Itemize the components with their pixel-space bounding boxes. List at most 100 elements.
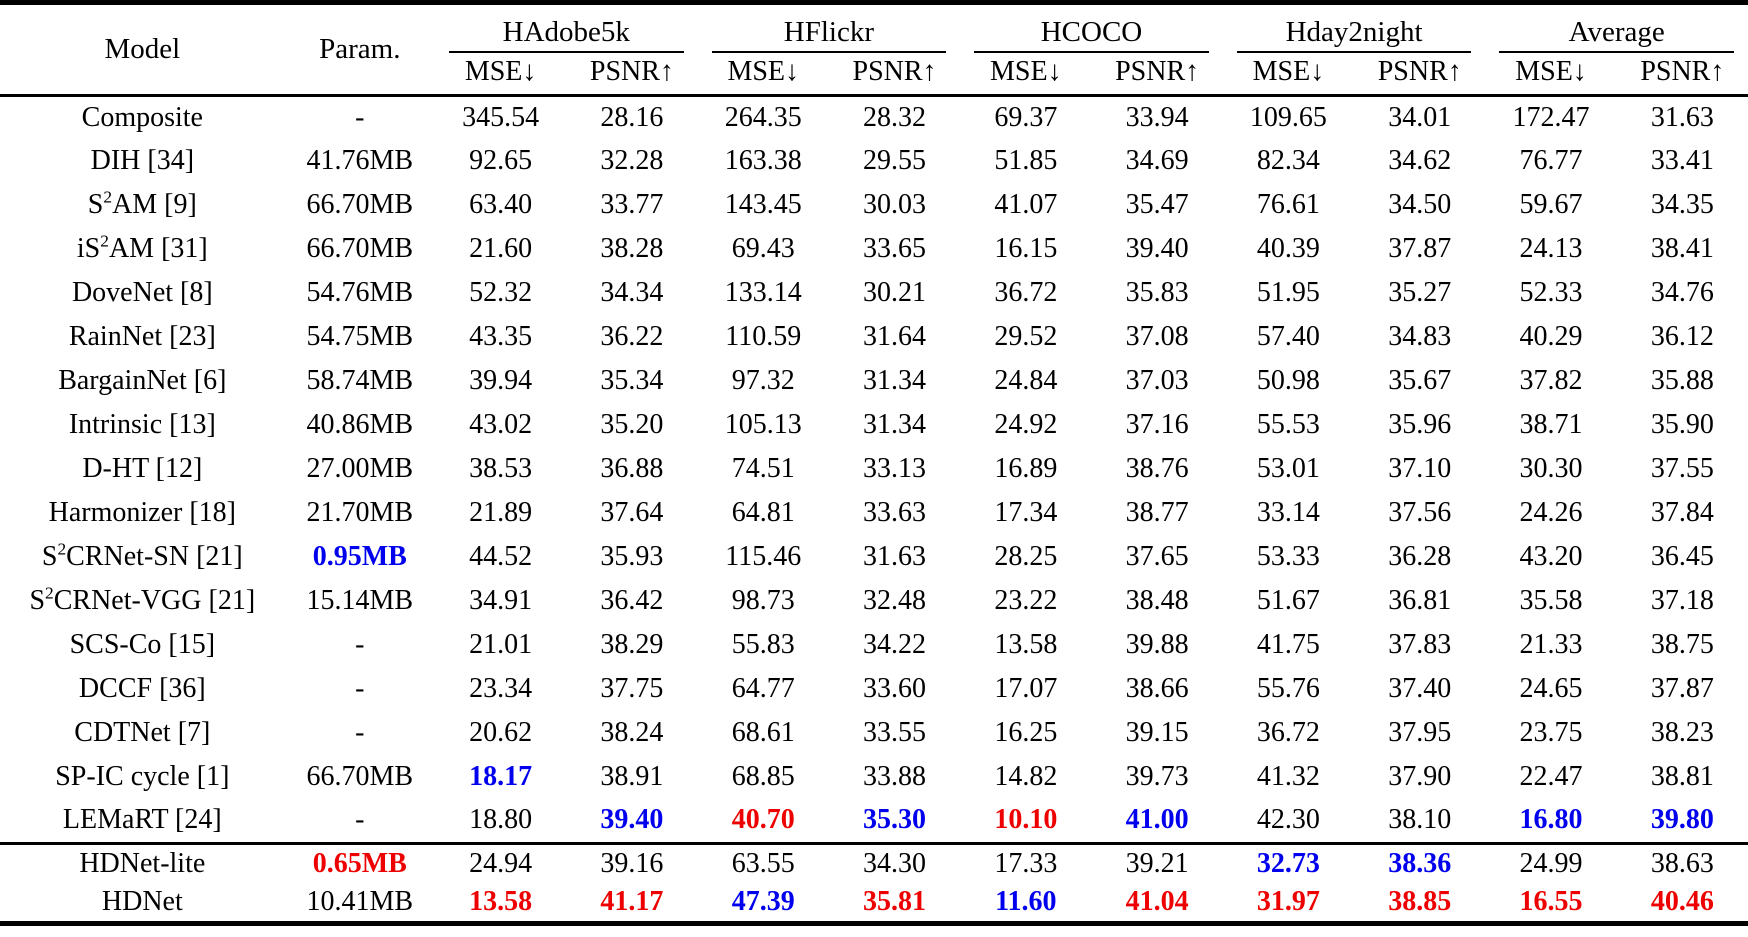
psnr-value-cell: 34.01 xyxy=(1388,101,1452,133)
table-row-composite: Composite - 345.54 28.16 264.35 28.32 69.37 33.… xyxy=(0,95,1748,139)
psnr-value-cell: 32.28 xyxy=(600,145,664,176)
mse-value-cell: 11.60 xyxy=(995,885,1057,917)
group-header-hadobe5k: HAdobe5k xyxy=(435,3,698,53)
psnr-value-cell: 33.88 xyxy=(863,761,927,792)
mse-value-cell: 32.73 xyxy=(1222,841,1355,883)
mse-value-cell: 55.76 xyxy=(1256,673,1320,704)
mse-value-cell: 21.60 xyxy=(469,233,533,264)
model-cell: DIH [34] xyxy=(90,145,195,176)
mse-value-cell: 24.26 xyxy=(1519,497,1583,528)
metric-header-row: MSE↓ PSNR↑ MSE↓ PSNR↑ MSE↓ PSNR↑ MSE↓ PSNR↑ MSE↓… xyxy=(0,52,1748,97)
mse-value-cell: 53.33 xyxy=(1256,541,1320,572)
mse-value-cell: 21.33 xyxy=(1519,629,1583,660)
mse-value-cell: 34.91 xyxy=(469,585,533,616)
psnr-value-cell: 36.22 xyxy=(600,321,664,352)
psnr-value-cell: 33.60 xyxy=(863,673,927,704)
psnr-value-cell: 37.95 xyxy=(1388,717,1452,748)
mse-value-cell: 52.32 xyxy=(469,277,533,308)
mse-value-cell: 18.17 xyxy=(469,761,533,792)
mse-value-cell: 39.94 xyxy=(469,365,533,396)
table-row-dccf-36: DCCF [36] - 23.34 37.75 64.77 33.60 17.07 38.66… xyxy=(0,667,1748,711)
group-header-label: Average xyxy=(1499,10,1734,53)
mse-value-cell: 21.89 xyxy=(469,497,533,528)
mse-value-cell: 20.62 xyxy=(469,717,533,748)
mse-value-cell: 13.58 xyxy=(994,629,1058,660)
mse-value-cell: 143.45 xyxy=(724,189,802,220)
psnr-value-cell: 29.55 xyxy=(863,145,927,176)
model-cell: Composite xyxy=(81,101,203,133)
table-row-intrinsic-13: Intrinsic [13] 40.86MB 43.02 35.20 105.13 31.… xyxy=(0,403,1748,447)
psnr-value-cell: 35.20 xyxy=(600,409,664,440)
psnr-value-cell: 36.28 xyxy=(1388,541,1452,572)
table-body: Composite - 345.54 28.16 264.35 28.32 69.37 33.… xyxy=(0,95,1748,843)
mse-value-cell: 22.47 xyxy=(1519,761,1583,792)
psnr-value-cell: 33.55 xyxy=(863,717,927,748)
mse-value-cell: 92.65 xyxy=(469,145,533,176)
mse-value-cell: 264.35 xyxy=(724,101,802,133)
psnr-value-cell: 33.63 xyxy=(863,497,927,528)
psnr-header: PSNR↑ xyxy=(566,52,698,97)
psnr-value-cell: 28.16 xyxy=(600,101,664,133)
mse-value-cell: 17.07 xyxy=(994,673,1058,704)
param-cell: 58.74MB xyxy=(306,365,414,396)
mse-value-cell: 57.40 xyxy=(1256,321,1320,352)
model-cell: S2AM [9] xyxy=(87,187,197,220)
model-cell: HDNet xyxy=(101,885,183,917)
psnr-value-cell: 37.56 xyxy=(1388,497,1452,528)
param-cell: - xyxy=(355,717,365,748)
mse-value-cell: 16.55 xyxy=(1519,885,1583,917)
psnr-value-cell: 30.03 xyxy=(863,189,927,220)
model-cell: D-HT [12] xyxy=(82,453,203,484)
table-row-bargainnet-6: BargainNet [6] 58.74MB 39.94 35.34 97.32 31.3… xyxy=(0,359,1748,403)
psnr-value-cell: 31.63 xyxy=(863,541,927,572)
table-row-cdtnet-7: CDTNet [7] - 20.62 38.24 68.61 33.55 16.25 39.1… xyxy=(0,711,1748,755)
psnr-value-cell: 38.81 xyxy=(1650,761,1714,792)
mse-value-cell: 55.83 xyxy=(731,629,795,660)
table-row-hdnet-lite: HDNet-lite 0.65MB 24.94 39.16 63.55 34.30 17.3… xyxy=(0,841,1748,883)
group-header-hflickr: HFlickr xyxy=(698,3,961,53)
param-cell: 66.70MB xyxy=(306,233,414,264)
mse-value-cell: 51.95 xyxy=(1256,277,1320,308)
psnr-header: PSNR↑ xyxy=(1616,52,1748,97)
psnr-value-cell: 34.50 xyxy=(1388,189,1452,220)
psnr-value-cell: 35.93 xyxy=(600,541,664,572)
mse-value-cell: 17.33 xyxy=(960,841,1092,883)
group-header-row: Model Param. HAdobe5k HFlickr HCOCO Hday2ni… xyxy=(0,2,1748,97)
mse-value-cell: 64.81 xyxy=(731,497,795,528)
mse-value-cell: 24.94 xyxy=(434,841,567,883)
mse-value-cell: 35.58 xyxy=(1519,585,1583,616)
model-cell: S2CRNet-VGG [21] xyxy=(29,583,256,616)
mse-value-cell: 24.92 xyxy=(994,409,1058,440)
table-row-dovenet-8: DoveNet [8] 54.76MB 52.32 34.34 133.14 30.21 3… xyxy=(0,271,1748,315)
psnr-value-cell: 28.32 xyxy=(863,101,927,133)
mse-value-cell: 105.13 xyxy=(724,409,802,440)
mse-value-cell: 30.30 xyxy=(1519,453,1583,484)
model-cell: Intrinsic [13] xyxy=(68,409,216,440)
psnr-value-cell: 32.48 xyxy=(863,585,927,616)
table-row-is2am-31: iS2AM [31] 66.70MB 21.60 38.28 69.43 33.65 16.… xyxy=(0,227,1748,271)
param-cell: - xyxy=(355,101,365,133)
table-row-hdnet: HDNet 10.41MB 13.58 41.17 47.39 35.81 11.60 41.… xyxy=(0,883,1748,923)
psnr-value-cell: 37.84 xyxy=(1650,497,1714,528)
mse-value-cell: 51.85 xyxy=(994,145,1058,176)
psnr-value-cell: 37.18 xyxy=(1650,585,1714,616)
param-cell: 54.75MB xyxy=(306,321,414,352)
psnr-value-cell: 35.27 xyxy=(1388,277,1452,308)
mse-value-cell: 110.59 xyxy=(725,321,802,352)
mse-value-cell: 23.22 xyxy=(994,585,1058,616)
mse-value-cell: 24.99 xyxy=(1485,841,1617,883)
table-footer: HDNet-lite 0.65MB 24.94 39.16 63.55 34.30 17.3… xyxy=(0,841,1748,923)
mse-value-cell: 41.32 xyxy=(1256,761,1320,792)
model-cell: BargainNet [6] xyxy=(58,365,227,396)
psnr-value-cell: 39.15 xyxy=(1125,717,1189,748)
psnr-value-cell: 33.13 xyxy=(863,453,927,484)
psnr-value-cell: 38.36 xyxy=(1354,841,1486,883)
param-cell: - xyxy=(355,673,365,704)
model-cell: HDNet-lite xyxy=(0,841,285,883)
mse-value-cell: 43.20 xyxy=(1519,541,1583,572)
psnr-value-cell: 37.16 xyxy=(1125,409,1189,440)
psnr-header: PSNR↑ xyxy=(828,52,961,97)
table-row-sp-ic-cycle-1: SP-IC cycle [1] 66.70MB 18.17 38.91 68.85 33.… xyxy=(0,755,1748,799)
psnr-value-cell: 38.85 xyxy=(1388,885,1452,917)
psnr-value-cell: 34.30 xyxy=(828,841,961,883)
